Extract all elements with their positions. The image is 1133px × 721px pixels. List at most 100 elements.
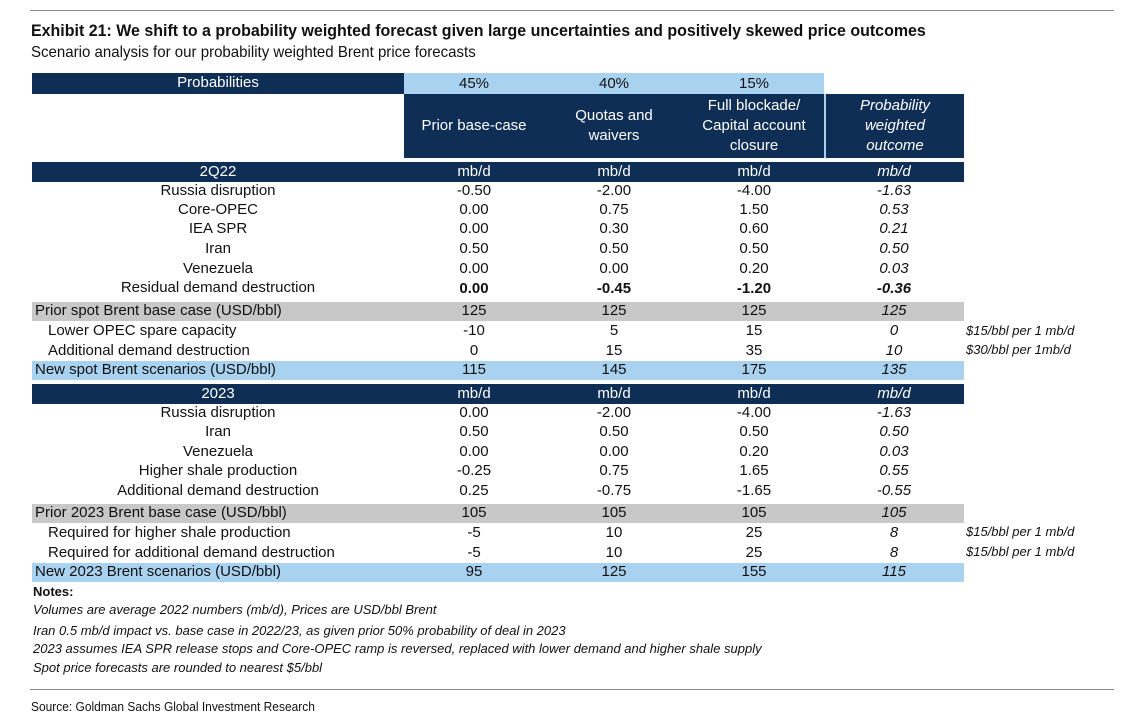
table-cell: 0 (469, 342, 479, 359)
row-label: Core-OPEC (177, 201, 259, 218)
column-header-probability-weighted: Probability weighted outcome (859, 97, 931, 154)
table-cell: 175 (741, 361, 767, 378)
table-cell: -10 (463, 322, 485, 339)
table-cell: 115 (882, 563, 906, 580)
row-label: Additional demand destruction (48, 342, 250, 359)
table-cell: -0.75 (596, 482, 632, 499)
row-label: Russia disruption (160, 404, 276, 421)
table-cell: 25 (745, 524, 763, 541)
table-cell: 135 (881, 361, 907, 378)
unit-cell: mb/d (877, 385, 911, 402)
table-cell: 0 (889, 322, 899, 339)
probability-full-blockade: 15% (738, 75, 770, 92)
row-label: Higher shale production (138, 462, 298, 479)
table-cell: -0.25 (456, 462, 492, 479)
table-cell: 0.30 (599, 220, 629, 237)
table-cell: 125 (601, 302, 627, 319)
row-label: Venezuela (182, 443, 254, 460)
table-cell: 0.50 (599, 423, 629, 440)
table-cell: -4.00 (736, 182, 772, 199)
table-cell: 0.00 (599, 443, 629, 460)
sensitivity-note: $15/bbl per 1 mb/d (966, 524, 1075, 539)
row-label: Required for higher shale production (48, 524, 291, 541)
table-cell: 0.00 (459, 220, 489, 237)
table-cell: -0.50 (456, 182, 492, 199)
table-cell: 8 (889, 544, 899, 561)
sensitivity-note: $15/bbl per 1 mb/d (966, 544, 1075, 559)
row-label: New 2023 Brent scenarios (USD/bbl) (35, 563, 281, 580)
unit-cell: mb/d (457, 385, 491, 402)
note-line: Iran 0.5 mb/d impact vs. base case in 20… (33, 623, 566, 638)
column-header-bar (404, 94, 964, 158)
column-header-quotas-waivers: Quotas and waivers (575, 107, 653, 144)
sensitivity-note: $30/bbl per 1mb/d (966, 342, 1071, 357)
table-cell: 15 (745, 322, 763, 339)
note-line: Spot price forecasts are rounded to near… (33, 660, 323, 675)
table-cell: 105 (741, 504, 767, 521)
prior-spot-brent-row (32, 302, 964, 321)
prior-2023-brent-row (32, 504, 964, 523)
table-cell: 35 (745, 342, 763, 359)
probability-prior-base-case: 45% (458, 75, 490, 92)
row-label: Prior spot Brent base case (USD/bbl) (35, 302, 282, 319)
table-cell: 0.00 (459, 280, 489, 297)
table-cell: 0.53 (879, 201, 909, 218)
table-cell: 1.65 (739, 462, 769, 479)
table-cell: -0.36 (876, 280, 912, 297)
sensitivity-note: $15/bbl per 1 mb/d (966, 323, 1075, 338)
top-rule (30, 10, 1114, 11)
table-cell: -5 (467, 544, 481, 561)
table-cell: 0.00 (459, 404, 489, 421)
row-label: Lower OPEC spare capacity (48, 322, 237, 339)
table-cell: -4.00 (736, 404, 772, 421)
table-cell: 0.21 (879, 220, 909, 237)
source-line: Source: Goldman Sachs Global Investment … (31, 699, 315, 714)
table-cell: 125 (741, 302, 767, 319)
row-label: Additional demand destruction (117, 482, 319, 499)
unit-cell: mb/d (737, 163, 771, 180)
exhibit-title: Exhibit 21: We shift to a probability we… (31, 21, 926, 40)
unit-cell: mb/d (457, 163, 491, 180)
table-cell: 105 (881, 504, 907, 521)
table-cell: 0.60 (739, 220, 769, 237)
section-2q22-label: 2Q22 (199, 163, 237, 180)
table-cell: 10 (605, 524, 623, 541)
section-2023-label: 2023 (201, 385, 235, 402)
unit-cell: mb/d (597, 163, 631, 180)
table-cell: 105 (601, 504, 627, 521)
new-2023-brent-row (32, 563, 964, 582)
table-cell: 0.00 (459, 443, 489, 460)
unit-cell: mb/d (877, 163, 911, 180)
table-cell: 1.50 (739, 201, 769, 218)
row-label: New spot Brent scenarios (USD/bbl) (35, 361, 276, 378)
table-cell: 25 (745, 544, 763, 561)
table-cell: 0.55 (879, 462, 909, 479)
table-cell: 5 (609, 322, 619, 339)
table-cell: 0.50 (879, 423, 909, 440)
table-cell: -2.00 (596, 182, 632, 199)
notes-heading: Notes: (33, 584, 74, 599)
table-cell: 10 (885, 342, 903, 359)
unit-cell: mb/d (597, 385, 631, 402)
table-cell: -1.63 (876, 182, 912, 199)
row-label: Venezuela (182, 260, 254, 277)
row-label: Required for additional demand destructi… (48, 544, 335, 561)
table-cell: -1.63 (876, 404, 912, 421)
table-cell: 0.75 (599, 462, 629, 479)
section-2023-header-bar (32, 384, 964, 404)
bottom-rule (30, 689, 1114, 690)
table-cell: 155 (741, 563, 767, 580)
table-cell: 8 (889, 524, 899, 541)
table-cell: -0.45 (596, 280, 632, 297)
table-cell: -1.20 (736, 280, 772, 297)
table-cell: 0.50 (739, 240, 769, 257)
probabilities-label: Probabilities (177, 74, 259, 91)
unit-cell: mb/d (737, 385, 771, 402)
row-label: Iran (205, 240, 231, 257)
table-cell: -0.55 (876, 482, 912, 499)
probability-quotas-waivers: 40% (598, 75, 630, 92)
section-2q22-header-bar (32, 162, 964, 182)
table-cell: 10 (605, 544, 623, 561)
table-cell: 95 (465, 563, 483, 580)
row-label: Prior 2023 Brent base case (USD/bbl) (35, 504, 287, 521)
